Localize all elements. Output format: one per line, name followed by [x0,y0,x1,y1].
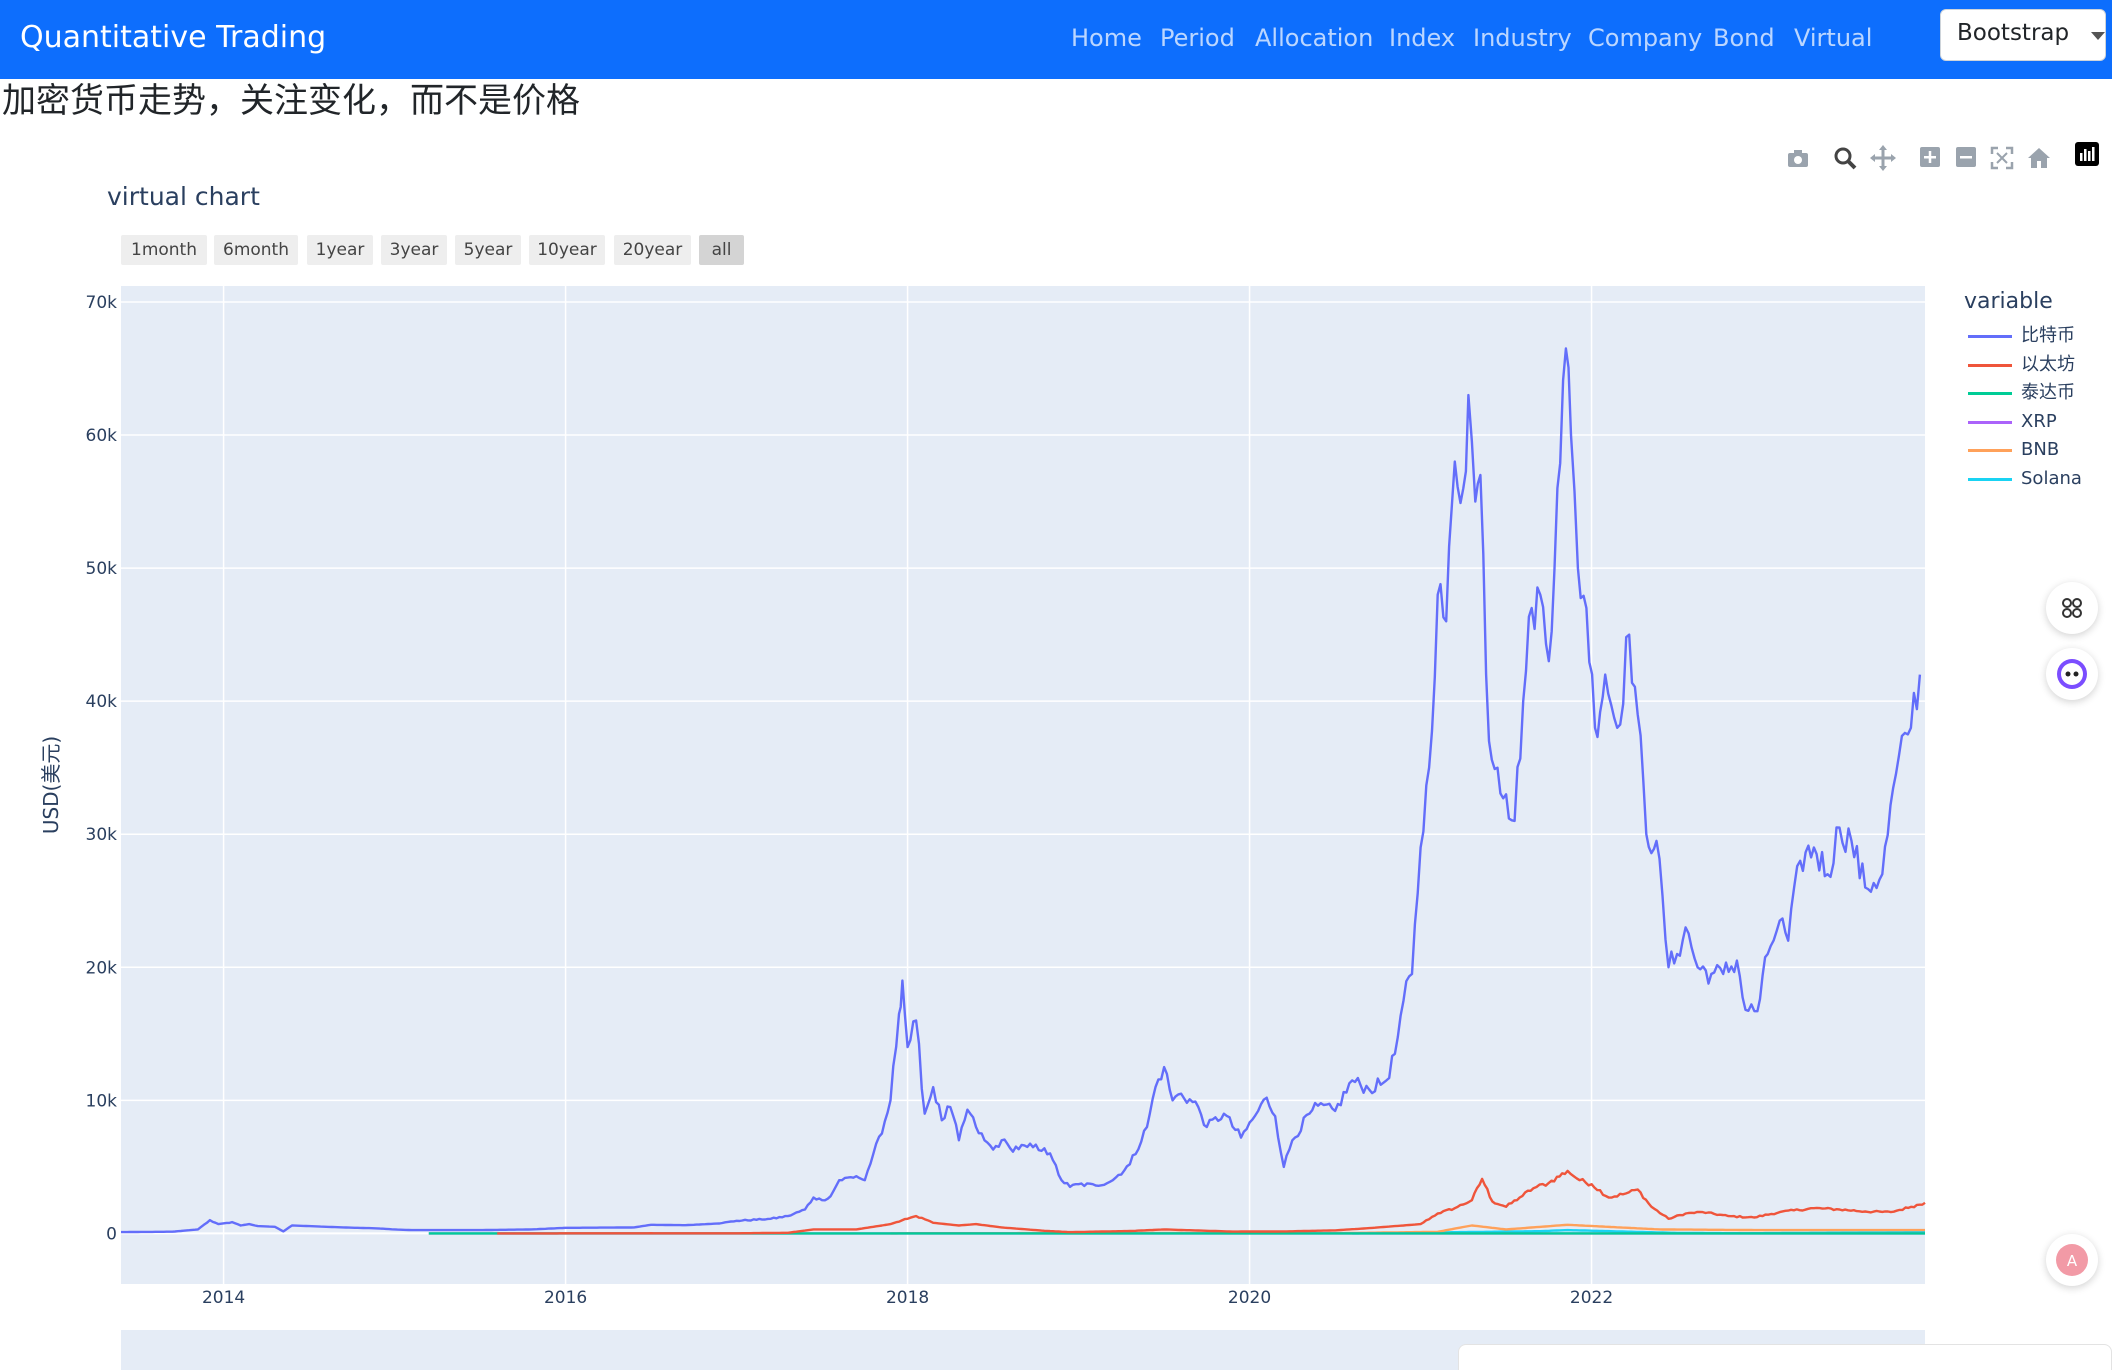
x-tick-label: 2022 [1570,1288,1613,1308]
assistant-icon[interactable] [2046,648,2098,700]
chart-title: virtual chart [107,182,260,211]
nav-bond[interactable]: Bond [1713,24,1775,52]
nav-company[interactable]: Company [1588,24,1703,52]
theme-select[interactable]: Bootstrap [1940,9,2106,61]
page-heading: 加密货币走势，关注变化，而不是价格 [2,81,580,121]
legend-label: BNB [2021,439,2060,460]
brand-title[interactable]: Quantitative Trading [20,20,327,55]
legend-swatch [1968,363,2012,367]
x-tick-label: 2014 [202,1288,245,1308]
zoom-in-icon[interactable] [1915,145,1945,175]
bottom-panel [1458,1344,2112,1370]
nav-index[interactable]: Index [1389,24,1456,52]
pan-icon[interactable] [1868,145,1898,175]
nav-period[interactable]: Period [1160,24,1235,52]
y-tick-label: 20k [86,958,118,978]
range-button-1year[interactable]: 1year [307,235,373,265]
legend-swatch [1968,449,2012,452]
y-axis-label: USD(美元) [39,736,63,834]
home-icon[interactable] [2024,145,2054,175]
legend-swatch [1968,477,2012,481]
range-button-5year[interactable]: 5year [455,235,521,265]
legend-label: Solana [2021,467,2082,489]
range-button-all[interactable]: all [699,235,744,265]
legend-label: 泰达币 [2021,382,2075,403]
y-tick-label: 30k [86,825,118,845]
y-tick-label: 10k [86,1091,118,1111]
x-tick-label: 2020 [1228,1288,1271,1308]
zoom-icon[interactable] [1830,145,1860,175]
legend-swatch [1968,335,2012,338]
nav-home[interactable]: Home [1071,24,1142,52]
nav-virtual[interactable]: Virtual [1794,24,1873,52]
range-button-3year[interactable]: 3year [381,235,447,265]
camera-icon[interactable] [1783,145,1813,175]
y-tick-label: 60k [86,426,118,446]
apps-grid-icon[interactable] [2046,582,2098,634]
legend-swatch [1968,392,2012,395]
legend-label: XRP [2021,410,2057,432]
legend-label: 以太坊 [2021,353,2075,375]
legend-label: 比特币 [2021,325,2075,346]
nav-industry[interactable]: Industry [1473,24,1572,52]
series-line[interactable] [497,1169,1926,1235]
legend-swatch [1968,420,2012,424]
translate-icon[interactable]: A [2046,1234,2098,1286]
zoom-out-icon[interactable] [1951,145,1981,175]
autoscale-icon[interactable] [1987,145,2017,175]
y-tick-label: 40k [86,692,118,712]
navbar: Quantitative Trading Home Period Allocat… [0,0,2112,79]
theme-select-value: Bootstrap [1957,20,2070,46]
range-button-6month[interactable]: 6month [214,235,298,265]
y-tick-label: 0 [106,1224,117,1244]
range-button-10year[interactable]: 10year [529,235,605,265]
plotly-logo-icon[interactable] [2072,141,2102,171]
x-tick-label: 2018 [886,1288,929,1308]
nav-allocation[interactable]: Allocation [1255,24,1374,52]
range-button-20year[interactable]: 20year [614,235,691,265]
y-tick-label: 50k [86,559,118,579]
chevron-down-icon [2091,32,2105,40]
x-tick-label: 2016 [544,1288,587,1308]
legend-title: variable [1964,289,2053,314]
plot-area [121,286,1925,1284]
series-line[interactable] [121,347,1922,1234]
y-tick-label: 70k [86,293,118,313]
range-button-1month[interactable]: 1month [121,235,207,265]
svg-text:A: A [2067,1252,2078,1270]
